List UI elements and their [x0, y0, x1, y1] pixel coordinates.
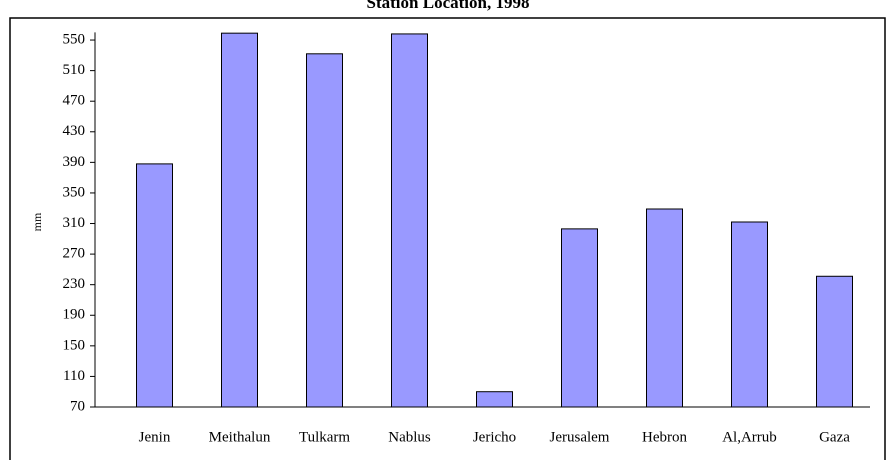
bar	[221, 32, 258, 408]
y-tick-label: 70	[70, 398, 85, 414]
y-tick-label: 270	[63, 246, 86, 262]
bar	[306, 53, 343, 408]
bar	[476, 391, 513, 408]
y-tick-label: 470	[63, 93, 86, 109]
y-axis-label: mm	[30, 212, 44, 231]
bar	[391, 33, 428, 408]
y-tick-label: 430	[63, 123, 86, 139]
x-tick-label: Jerusalem	[550, 429, 610, 445]
bar	[561, 228, 598, 408]
y-tick-label: 550	[63, 31, 86, 47]
chart-title: Station Location, 1998	[367, 0, 530, 12]
x-tick-label: Gaza	[819, 429, 850, 445]
x-tick-label: Tulkarm	[299, 429, 350, 445]
x-tick-label: Jericho	[473, 429, 516, 445]
x-tick-label: Nablus	[388, 429, 431, 445]
y-tick-label: 390	[63, 154, 86, 170]
bar	[816, 275, 853, 408]
y-tick-label: 510	[63, 62, 86, 78]
y-tick-label: 350	[63, 184, 86, 200]
y-tick-label: 110	[63, 368, 85, 384]
x-tick-label: Meithalun	[209, 429, 271, 445]
bar	[646, 208, 683, 408]
y-tick-label: 230	[63, 276, 86, 292]
x-tick-label: Hebron	[642, 429, 687, 445]
bar	[731, 221, 768, 408]
bar	[136, 163, 173, 408]
x-tick-label: Al,Arrub	[722, 429, 777, 445]
y-tick-label: 190	[63, 307, 86, 323]
x-tick-label: Jenin	[139, 429, 171, 445]
y-tick-label: 150	[63, 337, 86, 353]
y-tick-label: 310	[63, 215, 86, 231]
